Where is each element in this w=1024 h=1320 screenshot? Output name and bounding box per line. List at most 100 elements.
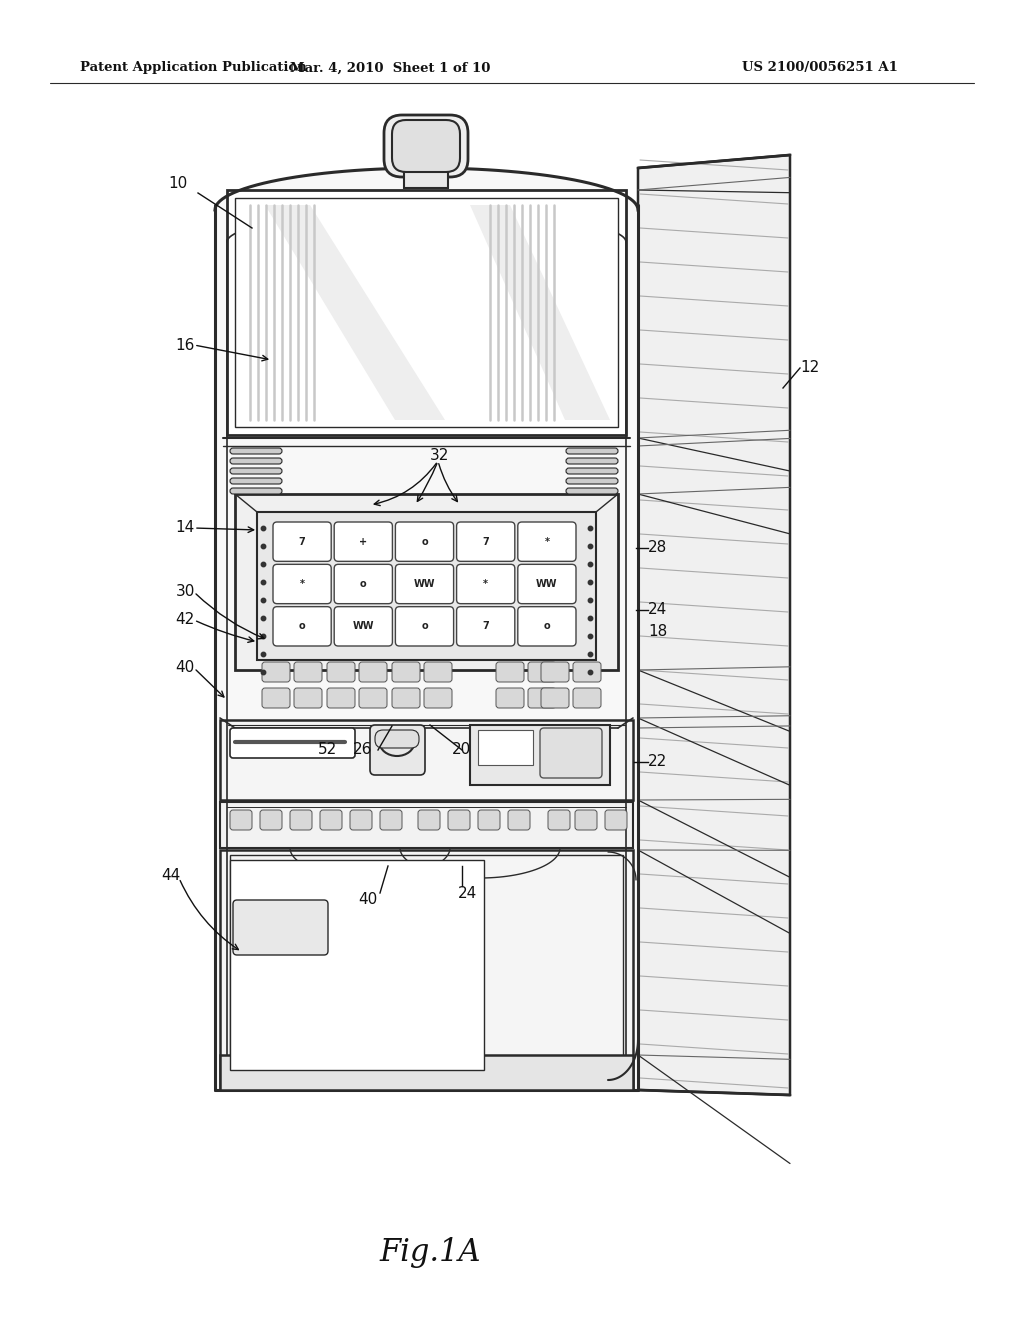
FancyBboxPatch shape [230,729,355,758]
FancyBboxPatch shape [457,607,515,645]
FancyBboxPatch shape [457,521,515,561]
FancyBboxPatch shape [540,729,602,777]
Text: Mar. 4, 2010  Sheet 1 of 10: Mar. 4, 2010 Sheet 1 of 10 [290,62,490,74]
Text: 7: 7 [482,622,489,631]
Text: o: o [421,622,428,631]
FancyBboxPatch shape [384,115,468,177]
Bar [230,861,483,1071]
FancyBboxPatch shape [230,488,282,494]
FancyBboxPatch shape [566,458,618,465]
FancyBboxPatch shape [528,663,556,682]
Bar [470,725,610,785]
FancyBboxPatch shape [294,688,322,708]
Text: 42: 42 [176,612,195,627]
Text: o: o [544,622,550,631]
Bar [257,512,596,660]
FancyBboxPatch shape [395,607,454,645]
Text: +: + [359,537,368,546]
FancyBboxPatch shape [392,120,460,172]
Text: 28: 28 [648,540,668,556]
FancyBboxPatch shape [334,521,392,561]
FancyBboxPatch shape [380,810,402,830]
Text: 52: 52 [318,742,337,758]
FancyBboxPatch shape [478,810,500,830]
FancyBboxPatch shape [273,607,331,645]
FancyBboxPatch shape [273,565,331,603]
Bar [220,803,633,847]
FancyBboxPatch shape [541,663,569,682]
Text: 14: 14 [176,520,195,536]
Text: 24: 24 [458,886,477,900]
FancyBboxPatch shape [327,688,355,708]
Text: *: * [300,579,304,589]
FancyBboxPatch shape [457,565,515,603]
FancyBboxPatch shape [350,810,372,830]
Bar [478,730,534,766]
Text: 40: 40 [358,892,377,908]
Polygon shape [470,205,610,420]
Bar [220,719,633,800]
Text: Patent Application Publication: Patent Application Publication [80,62,307,74]
FancyBboxPatch shape [528,688,556,708]
FancyBboxPatch shape [375,730,419,748]
FancyBboxPatch shape [260,810,282,830]
Polygon shape [638,154,790,1096]
FancyBboxPatch shape [496,688,524,708]
FancyBboxPatch shape [230,810,252,830]
FancyBboxPatch shape [518,607,575,645]
Polygon shape [265,205,445,420]
Text: Fig.1A: Fig.1A [379,1237,480,1267]
FancyBboxPatch shape [449,810,470,830]
Text: 18: 18 [648,624,668,639]
FancyBboxPatch shape [424,688,452,708]
FancyBboxPatch shape [233,900,328,954]
FancyBboxPatch shape [418,810,440,830]
FancyBboxPatch shape [334,607,392,645]
FancyBboxPatch shape [566,447,618,454]
Text: o: o [421,537,428,546]
FancyBboxPatch shape [230,478,282,484]
Text: *: * [545,537,550,546]
Text: 20: 20 [452,742,471,758]
Text: US 2100/0056251 A1: US 2100/0056251 A1 [742,62,898,74]
Text: 26: 26 [353,742,373,758]
Text: 10: 10 [168,176,187,190]
FancyBboxPatch shape [496,663,524,682]
FancyBboxPatch shape [566,469,618,474]
Polygon shape [215,168,638,1090]
Bar [404,168,449,187]
FancyBboxPatch shape [273,521,331,561]
FancyBboxPatch shape [230,447,282,454]
FancyBboxPatch shape [518,521,575,561]
FancyBboxPatch shape [334,565,392,603]
Text: WW: WW [537,579,558,589]
Text: 7: 7 [482,537,489,546]
FancyBboxPatch shape [294,663,322,682]
FancyBboxPatch shape [319,810,342,830]
FancyBboxPatch shape [262,688,290,708]
Text: 22: 22 [648,755,668,770]
FancyBboxPatch shape [566,488,618,494]
Text: 32: 32 [430,449,450,463]
Text: 30: 30 [176,585,195,599]
Text: *: * [483,579,488,589]
Text: 12: 12 [800,360,819,375]
Text: o: o [360,579,367,589]
FancyBboxPatch shape [548,810,570,830]
FancyBboxPatch shape [230,458,282,465]
FancyBboxPatch shape [359,663,387,682]
Bar [230,855,623,1071]
FancyBboxPatch shape [370,725,425,775]
FancyBboxPatch shape [392,663,420,682]
FancyBboxPatch shape [541,688,569,708]
FancyBboxPatch shape [327,663,355,682]
FancyBboxPatch shape [573,688,601,708]
FancyBboxPatch shape [395,565,454,603]
Text: WW: WW [414,579,435,589]
FancyBboxPatch shape [230,469,282,474]
FancyBboxPatch shape [262,663,290,682]
FancyBboxPatch shape [392,688,420,708]
FancyBboxPatch shape [573,663,601,682]
Text: 16: 16 [176,338,195,352]
Text: 44: 44 [161,867,180,883]
